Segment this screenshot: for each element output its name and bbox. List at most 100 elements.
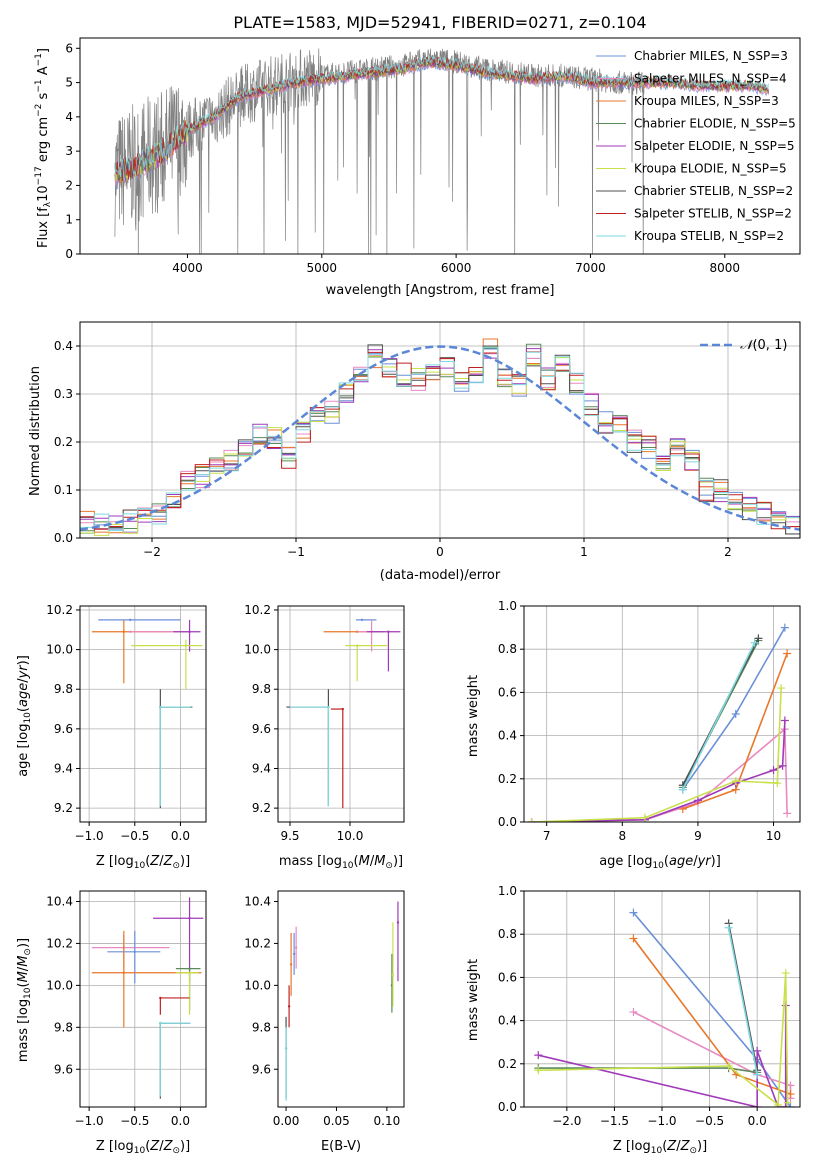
x-tick-label: 0: [436, 545, 444, 559]
x-tick-label: 9: [694, 829, 702, 843]
y-tick-label: 9.6: [252, 722, 271, 736]
y-tick-label: 0: [65, 247, 73, 261]
plot-data: [91, 897, 204, 1099]
residual-legend: 𝒩(0, 1): [700, 338, 787, 353]
data-point: [341, 707, 344, 711]
data-point: [188, 630, 191, 633]
y-tick-label: 9.8: [252, 1020, 271, 1034]
residual-plot: −2 −1 0 1 2 0.0 0.1 0.2 0.3 0.4: [54, 321, 801, 559]
histogram-series: [80, 346, 800, 532]
x-tick-label: −2.0: [552, 1114, 581, 1128]
weight-point-marker: [724, 1061, 733, 1070]
weight-point-marker: [778, 761, 787, 770]
x-tick-label: −0.5: [120, 1114, 149, 1128]
mass-vs-ebv-xlabel: E(B-V): [321, 1139, 361, 1154]
x-tick-label: 7000: [575, 261, 606, 275]
legend-label: Kroupa STELIB, N_SSP=2: [634, 229, 784, 243]
mass-vs-z-ylabel: mass [log10(M/M⊙)]: [16, 938, 33, 1062]
weight-series-line: [727, 923, 758, 1071]
y-tick-label: 10.4: [244, 894, 271, 908]
y-tick-label: 0.0: [498, 1100, 517, 1114]
age-vs-mass-plot: 9.5 10.0 9.2 9.4 9.6 9.8 10.0 10.2: [244, 603, 405, 843]
age-vs-z-panel: −1.0 −0.5 0.0 9.2 9.4 9.6 9.8 10.0 10.2 Z [log10…: [16, 603, 207, 871]
x-tick-label: −1.0: [647, 1114, 676, 1128]
mass-vs-z-panel: −1.0 −0.5 0.0 9.6 9.8 10.0 10.2 10.4 Z [log10(Z…: [16, 890, 207, 1156]
y-tick-label: 9.8: [54, 682, 73, 696]
mass-vs-z-xlabel: Z [log10(Z/Z⊙)]: [96, 1139, 190, 1156]
spectrum-plot: 4000 5000 6000 7000 8000 0 1 2 3 4 5 6: [65, 37, 801, 275]
weight-point-marker: [731, 710, 740, 718]
y-tick-label: 10.2: [46, 936, 73, 950]
weight-point-marker: [750, 638, 759, 647]
x-tick-label: 6000: [441, 261, 472, 275]
residual-panel: −2 −1 0 1 2 0.0 0.1 0.2 0.3 0.4 (data-model)/erro…: [28, 321, 801, 583]
data-point: [284, 1047, 288, 1050]
data-point: [387, 630, 390, 633]
weight-point-marker: [534, 1051, 543, 1060]
legend-label: Chabrier MILES, N_SSP=3: [634, 49, 788, 63]
weight-vs-age-xlabel: age [log10(age/yr)]: [599, 854, 721, 871]
plot-frame: [79, 890, 207, 1108]
plot-data: [80, 338, 800, 536]
legend-label: Salpeter STELIB, N_SSP=2: [634, 207, 792, 221]
weight-point-marker: [786, 1103, 795, 1107]
y-tick-label: 0.0: [498, 815, 517, 829]
x-tick-label: 0.10: [374, 1114, 401, 1128]
weight-point-marker: [774, 1100, 783, 1107]
data-point: [287, 1005, 291, 1008]
y-tick-label: 1: [65, 213, 73, 227]
weight-point-marker: [773, 779, 782, 788]
x-tick-label: −2: [143, 545, 161, 559]
x-tick-label: 0.05: [323, 1114, 350, 1128]
figure-title: PLATE=1583, MJD=52941, FIBERID=0271, z=0…: [233, 13, 646, 32]
y-tick-label: 9.4: [54, 761, 73, 775]
data-point: [188, 971, 191, 974]
x-tick-label: 5000: [307, 261, 338, 275]
weight-vs-age-panel: 7 8 9 10 0.0 0.2 0.4 0.6 0.8 1.0 age [log10(age/y…: [466, 599, 801, 871]
y-tick-label: 10.0: [46, 978, 73, 992]
data-point: [391, 973, 395, 977]
y-tick-label: 10.2: [46, 603, 73, 617]
weight-point-marker: [753, 1103, 762, 1107]
data-point: [184, 644, 188, 647]
residual-xlabel: (data-model)/error: [380, 568, 501, 583]
y-tick-label: 1.0: [498, 884, 517, 898]
y-tick-label: 0.6: [498, 685, 517, 699]
plot-data: [114, 48, 769, 254]
y-tick-label: 0.8: [498, 642, 517, 656]
weight-point-marker: [678, 785, 687, 794]
weight-vs-z-ylabel: mass weight: [466, 959, 481, 1041]
x-tick-label: 0.0: [171, 1114, 190, 1128]
mass-vs-z-plot: −1.0 −0.5 0.0 9.6 9.8 10.0 10.2 10.4: [46, 890, 207, 1128]
y-tick-label: 10.4: [46, 894, 73, 908]
x-tick-label: −0.5: [120, 829, 149, 843]
legend-label: Kroupa MILES, N_SSP=3: [634, 94, 779, 108]
data-point: [159, 1021, 162, 1025]
weight-point-marker: [693, 796, 702, 805]
y-tick-label: 6: [65, 41, 73, 55]
weight-point-marker: [781, 969, 790, 978]
data-point: [133, 950, 136, 954]
data-point: [289, 963, 293, 966]
y-tick-label: 0.1: [54, 483, 73, 497]
weight-point-marker: [724, 923, 733, 932]
y-tick-label: 10.2: [244, 603, 271, 617]
weight-point-marker: [783, 809, 792, 818]
data-point: [294, 946, 298, 949]
legend-label: Chabrier STELIB, N_SSP=2: [634, 184, 793, 198]
age-vs-mass-xlabel: mass [log10(M/M⊙)]: [279, 854, 403, 871]
data-point: [129, 630, 132, 633]
data-point: [188, 967, 191, 970]
weight-point-marker: [640, 813, 649, 822]
plot-frame: [523, 605, 801, 823]
y-tick-label: 10.0: [46, 643, 73, 657]
spectrum-legend: Chabrier MILES, N_SSP=3 Salpeter MILES, N…: [596, 49, 796, 243]
weight-point-marker: [527, 818, 536, 822]
data-point: [159, 996, 162, 1000]
y-tick-label: 5: [65, 76, 73, 90]
weight-point-marker: [777, 684, 786, 693]
y-tick-label: 0.4: [498, 729, 517, 743]
weight-point-marker: [731, 776, 740, 785]
y-tick-label: 3: [65, 144, 73, 158]
